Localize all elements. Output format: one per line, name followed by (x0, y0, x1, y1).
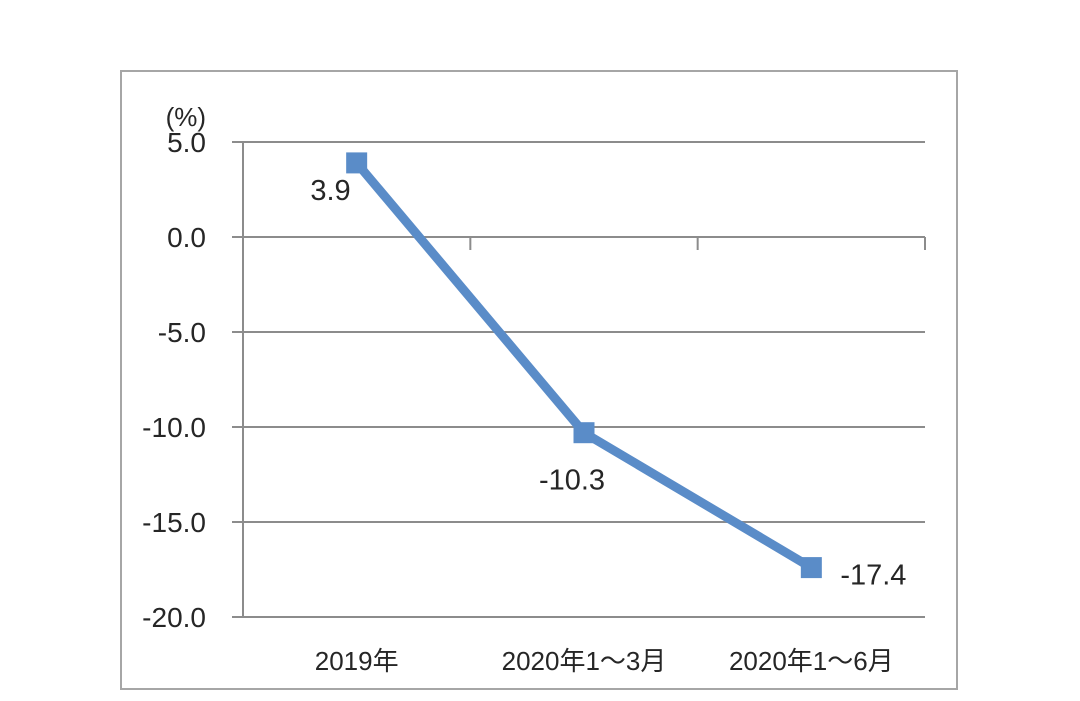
y-tick-label: 5.0 (167, 127, 206, 158)
data-label: 3.9 (310, 175, 350, 207)
data-point-marker (800, 557, 822, 579)
y-tick-label: 0.0 (167, 222, 206, 253)
y-tick-label: -20.0 (142, 602, 206, 633)
data-label: -10.3 (539, 465, 605, 497)
y-tick-label: -5.0 (158, 317, 206, 348)
x-tick-label: 2020年1～3月 (502, 646, 667, 676)
y-tick-label: -15.0 (142, 507, 206, 538)
data-point-marker (573, 422, 595, 444)
x-tick-label: 2019年 (315, 646, 399, 676)
chart-frame: 3.9 -10.3 -17.4 5.0 0.0 -5.0 -10.0 -15.0 -20.0 (%… (120, 70, 958, 690)
data-label: -17.4 (840, 560, 906, 592)
series-line (353, 160, 814, 572)
x-tick-label: 2020年1～6月 (729, 646, 894, 676)
y-axis-unit-label: (%) (166, 102, 206, 132)
data-point-marker (346, 152, 368, 174)
y-tick-label: -10.0 (142, 412, 206, 443)
line-chart: 3.9 -10.3 -17.4 5.0 0.0 -5.0 -10.0 -15.0 -20.0 (%… (142, 102, 926, 676)
